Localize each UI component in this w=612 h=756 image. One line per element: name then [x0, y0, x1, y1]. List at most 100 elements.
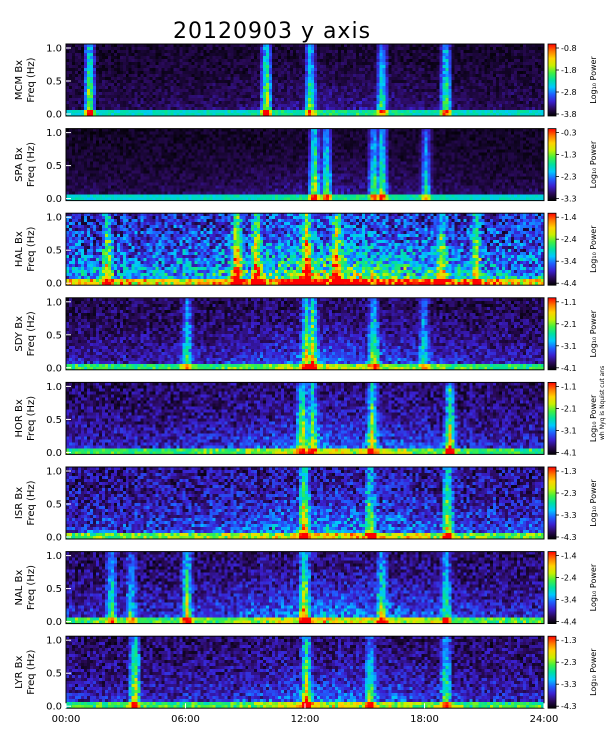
y-tick-label: 1.0 — [46, 128, 62, 139]
panel-nal: 0.0 0.5 1.0 NAL Bx Freq (Hz) -1.4 -2.4 -3.4 -4.4… — [14, 551, 598, 628]
y-tick-label: 0.0 — [46, 363, 62, 374]
colorbar-tick-label: -3.1 — [561, 342, 577, 351]
colorbar-tick-label: -1.1 — [561, 298, 577, 307]
colorbar-tick-label: -1.4 — [561, 552, 577, 561]
colorbar-tick-label: -0.8 — [561, 44, 577, 53]
y-tick-label: 0.5 — [46, 415, 62, 426]
panel-lyr: 0.0 0.5 1.0 LYR Bx Freq (Hz) -1.3 -2.3 -3.3 -4.3… — [14, 635, 598, 713]
colorbar — [547, 381, 557, 455]
y-tick-label: 1.0 — [46, 213, 62, 224]
colorbar-tick-label: -4.1 — [561, 448, 577, 457]
spectrogram-image — [66, 213, 544, 286]
colorbar-tick-label: -1.1 — [561, 382, 577, 391]
panel-mcm: 0.0 0.5 1.0 MCM Bx Freq (Hz) -0.8 -1.8 -2.8 -3.8… — [14, 43, 598, 121]
y-tick-label: 1.0 — [46, 636, 62, 647]
colorbar-label: Log₁₀ Power — [589, 56, 598, 104]
colorbar-tick-label: -1.3 — [561, 151, 577, 160]
colorbar-tick-label: -3.4 — [561, 596, 577, 605]
y-tick-label: 0.0 — [46, 533, 62, 544]
panel-frame — [65, 297, 545, 371]
panel-isr: 0.0 0.5 1.0 ISR Bx Freq (Hz) -1.3 -2.3 -3.3 -4.3… — [14, 466, 598, 544]
colorbar-tick-label: -2.1 — [561, 320, 577, 329]
spectrogram-image — [66, 636, 544, 709]
y-tick-label: 0.5 — [46, 161, 62, 172]
y-axis-station-label: HOR Bx — [14, 399, 25, 437]
colorbar — [547, 212, 557, 286]
colorbar-tick-label: -2.4 — [561, 235, 577, 244]
colorbar — [547, 43, 557, 117]
y-tick-label: 1.0 — [46, 551, 62, 562]
colorbar-tick-label: -3.1 — [561, 426, 577, 435]
spectrogram-image — [66, 44, 544, 116]
x-tick-label: 18:00 — [410, 714, 439, 725]
colorbar-label: Log₁₀ Power — [589, 563, 598, 611]
y-tick-label: 0.0 — [46, 110, 62, 121]
side-note: wh Nyq is Nquist cut ans — [599, 366, 606, 440]
panel-frame — [65, 551, 545, 625]
colorbar-tick-label: -2.3 — [561, 489, 577, 498]
colorbar-tick-label: -4.3 — [561, 702, 577, 711]
y-axis-station-label: ISR Bx — [14, 487, 25, 519]
colorbar-label: Log₁₀ Power — [589, 225, 598, 273]
chart-title: 20120903 y axis — [173, 19, 371, 44]
panel-hor: 0.0 0.5 1.0 HOR Bx Freq (Hz) -1.1 -2.1 -3.1 -4.1… — [14, 381, 598, 459]
panel-frame — [65, 466, 545, 540]
colorbar-tick-label: -4.4 — [561, 279, 577, 288]
panel-frame — [65, 212, 545, 286]
spectrogram-image — [66, 551, 544, 624]
panel-frame — [65, 381, 545, 455]
panel-frame — [65, 128, 545, 202]
y-axis-station-label: NAL Bx — [14, 570, 25, 606]
colorbar-tick-label: -1.3 — [561, 636, 577, 645]
x-axis: 00:00 06:00 12:00 18:00 24:00 — [52, 703, 559, 725]
y-axis-label: Freq (Hz) — [26, 311, 37, 356]
spectrogram-image — [66, 467, 544, 539]
panel-frame — [65, 43, 545, 117]
y-tick-label: 0.0 — [46, 617, 62, 628]
colorbar-tick-label: -4.3 — [561, 533, 577, 542]
y-axis-label: Freq (Hz) — [26, 650, 37, 695]
y-tick-label: 1.0 — [46, 467, 62, 478]
colorbar — [547, 297, 557, 371]
y-tick-label: 0.0 — [46, 448, 62, 459]
x-tick-label: 06:00 — [171, 714, 200, 725]
y-tick-label: 0.5 — [46, 246, 62, 257]
colorbar-label: Log₁₀ Power — [589, 394, 598, 442]
colorbar-label: Log₁₀ Power — [589, 309, 598, 357]
y-axis-station-label: MCM Bx — [14, 60, 25, 100]
spectrogram-image — [66, 297, 544, 370]
colorbar-tick-label: -1.8 — [561, 66, 577, 75]
y-tick-label: 0.0 — [46, 194, 62, 205]
colorbar-tick-label: -4.4 — [561, 618, 577, 627]
y-tick-label: 0.5 — [46, 77, 62, 88]
y-tick-label: 0.0 — [46, 702, 62, 713]
y-axis-station-label: SPA Bx — [14, 147, 25, 182]
panel-sdy: 0.0 0.5 1.0 SDY Bx Freq (Hz) -1.1 -2.1 -3.1 -4.1… — [14, 297, 598, 374]
colorbar-tick-label: -2.3 — [561, 173, 577, 182]
colorbar — [547, 551, 557, 624]
colorbar-label: Log₁₀ Power — [589, 479, 598, 527]
y-axis-label: Freq (Hz) — [26, 227, 37, 272]
y-tick-label: 1.0 — [46, 44, 62, 55]
x-tick-label: 24:00 — [530, 714, 559, 725]
x-tick-label: 12:00 — [291, 714, 320, 725]
spectrogram-image — [66, 128, 544, 201]
colorbar-tick-label: -3.8 — [561, 110, 577, 119]
y-tick-label: 0.5 — [46, 584, 62, 595]
panel-hal: 0.0 0.5 1.0 HAL Bx Freq (Hz) -1.4 -2.4 -3.4 -4.4… — [14, 212, 598, 290]
x-tick-label: 00:00 — [52, 714, 81, 725]
y-axis-label: Freq (Hz) — [26, 57, 37, 102]
spectrogram-image — [66, 382, 544, 455]
colorbar-tick-label: -2.3 — [561, 658, 577, 667]
colorbar-tick-label: -2.8 — [561, 88, 577, 97]
y-axis-station-label: LYR Bx — [14, 655, 25, 688]
colorbar-tick-label: -2.1 — [561, 404, 577, 413]
colorbar-tick-label: -1.3 — [561, 467, 577, 476]
y-tick-label: 0.5 — [46, 330, 62, 341]
y-axis-station-label: HAL Bx — [14, 231, 25, 267]
y-tick-label: 1.0 — [46, 297, 62, 308]
y-tick-label: 0.5 — [46, 500, 62, 511]
colorbar-label: Log₁₀ Power — [589, 648, 598, 696]
colorbar-tick-label: -4.1 — [561, 364, 577, 373]
y-axis-label: Freq (Hz) — [26, 142, 37, 187]
